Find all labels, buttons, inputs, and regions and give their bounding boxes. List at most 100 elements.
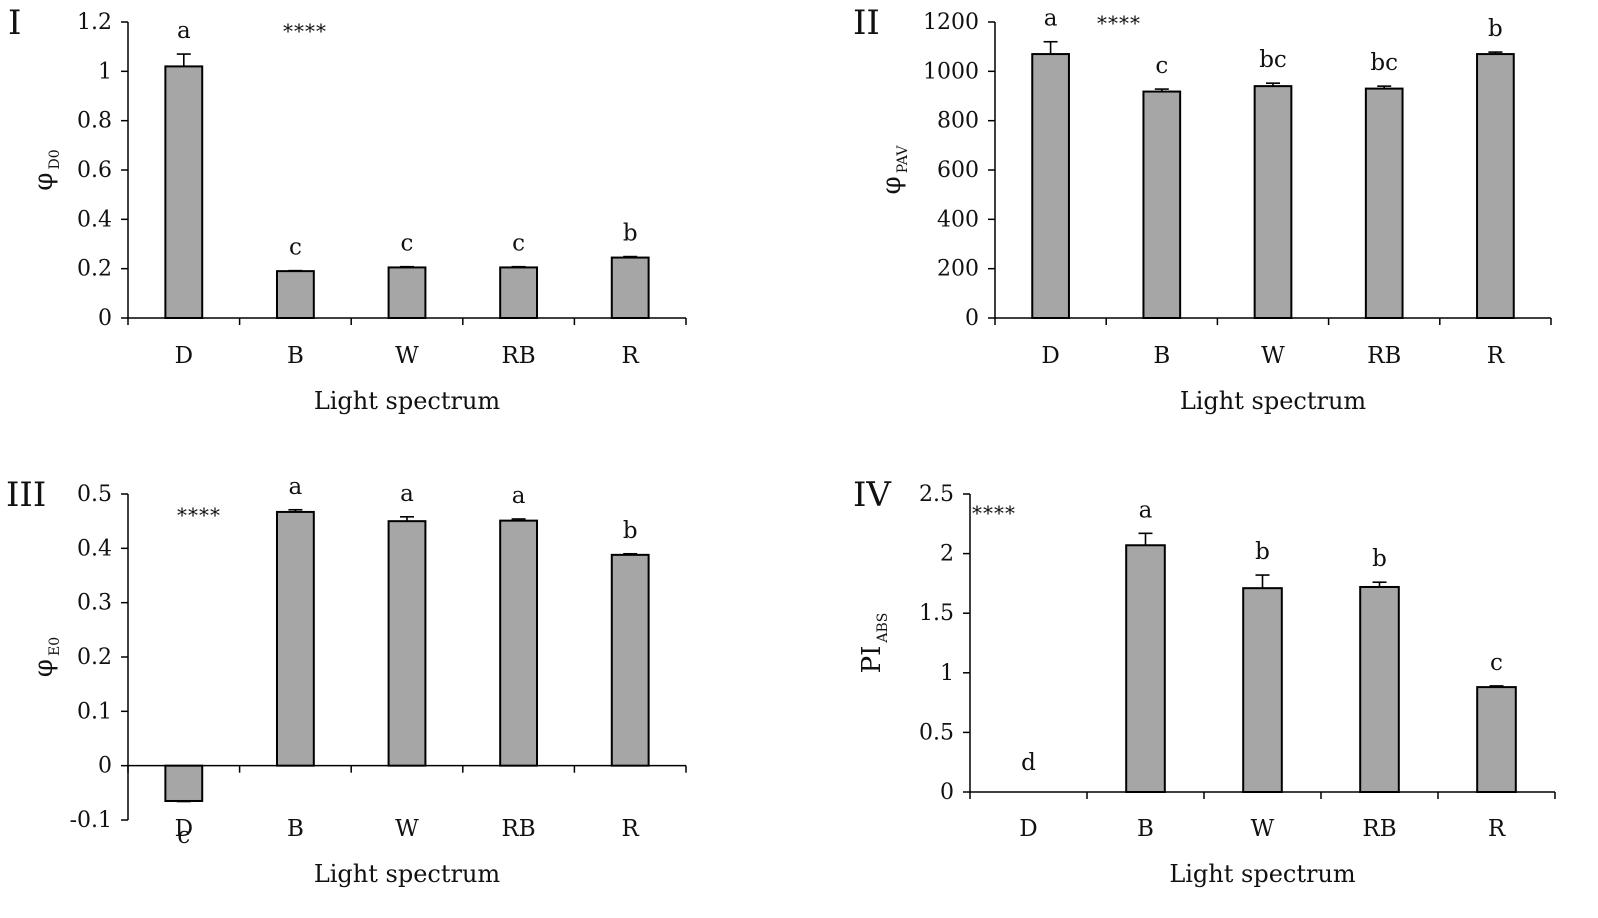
- x-tick-label: RB: [1367, 343, 1401, 369]
- y-tick-label: 1.5: [919, 601, 954, 626]
- y-tick-label: 0: [98, 306, 112, 331]
- y-tick-label: 200: [937, 257, 979, 282]
- y-tick-label: 0: [98, 754, 112, 779]
- bar-RB: [1364, 87, 1404, 319]
- x-tick-label: R: [622, 343, 640, 369]
- panel-label: IV: [853, 475, 892, 515]
- x-tick-label: RB: [501, 343, 535, 369]
- chart-panel-3: III -0.1 0 0.1 0.2 0.3 0.4 0.5 cDa Ba Wa RB b R Light …: [6, 474, 687, 888]
- y-tick-label: 0.4: [77, 536, 112, 561]
- x-tick-label: B: [287, 343, 304, 369]
- sig-letter: a: [1139, 497, 1153, 523]
- panel-label: I: [8, 3, 21, 43]
- sig-letter: a: [177, 18, 191, 44]
- panel-label: III: [6, 475, 46, 515]
- x-tick-label: W: [395, 816, 419, 842]
- sig-letter: b: [1372, 546, 1387, 572]
- bar-B: [275, 270, 315, 319]
- x-tick-label: D: [175, 343, 193, 369]
- y-tick-label: 1: [98, 59, 112, 84]
- sig-letter: bc: [1370, 50, 1398, 76]
- y-tick-label: -0.1: [70, 808, 112, 833]
- bar-RB: [1359, 585, 1400, 794]
- sig-letter: c: [1155, 53, 1168, 79]
- sig-letter: c: [289, 235, 302, 261]
- x-axis-title: Light spectrum: [1180, 387, 1367, 415]
- x-tick-label: B: [287, 816, 304, 842]
- sig-letter: d: [1021, 750, 1036, 776]
- bar-B: [1125, 544, 1166, 793]
- chart-panel-2: II 0 200 400 600 800 1000 1200 a Dc Bbc Wbc RB b R Ligh…: [853, 3, 1552, 415]
- x-tick-label: R: [622, 816, 640, 842]
- x-axis-title: Light spectrum: [314, 860, 501, 888]
- bar-RB: [499, 266, 539, 319]
- y-axis-title: φ D0: [29, 149, 63, 190]
- y-tick-label: 1.2: [77, 10, 112, 35]
- y-axis-title-sub: E0: [47, 637, 63, 656]
- y-tick-label: 2: [940, 542, 954, 567]
- bar-W: [1253, 85, 1293, 319]
- y-tick-label: 0.4: [77, 207, 112, 232]
- bar-W: [387, 520, 427, 767]
- bar-D: [164, 764, 204, 802]
- bar-B: [1142, 90, 1182, 319]
- x-tick-label: W: [395, 343, 419, 369]
- y-axis-title-sub: ABS: [875, 613, 891, 644]
- x-tick-label: D: [1041, 343, 1059, 369]
- x-tick-label: D: [1019, 816, 1037, 842]
- sig-letter: c: [177, 823, 190, 849]
- y-tick-label: 0: [965, 306, 979, 331]
- y-tick-label: 800: [937, 109, 979, 134]
- sig-letter: a: [400, 481, 414, 507]
- y-tick-label: 600: [937, 158, 979, 183]
- y-tick-label: 0.2: [77, 645, 112, 670]
- y-axis-title-main: PI: [857, 646, 887, 674]
- x-tick-label: RB: [1362, 816, 1396, 842]
- x-tick-label: R: [1488, 816, 1506, 842]
- x-tick-label: R: [1487, 343, 1505, 369]
- y-axis-title-sub: PAV: [895, 145, 911, 174]
- y-tick-label: 0: [940, 780, 954, 805]
- y-tick-label: 1000: [923, 59, 979, 84]
- bar-D: [164, 65, 204, 320]
- sig-letter: a: [289, 474, 303, 500]
- y-tick-label: 2.5: [919, 482, 954, 507]
- sig-letter: b: [1255, 539, 1270, 565]
- y-axis-title: PI ABS: [857, 613, 891, 674]
- significance-stars: ****: [283, 19, 327, 43]
- panel-label: II: [853, 3, 880, 43]
- y-tick-label: 0.2: [77, 257, 112, 282]
- x-tick-label: B: [1137, 816, 1154, 842]
- bar-W: [1242, 587, 1283, 794]
- x-axis-title: Light spectrum: [314, 387, 501, 415]
- chart-panel-4: IV 0 0.5 1 1.5 2 2.5 d Da Bb Wb RB c R Light spectrum *…: [853, 475, 1556, 888]
- sig-letter: c: [1490, 650, 1503, 676]
- x-tick-label: W: [1261, 343, 1285, 369]
- bar-R: [610, 553, 650, 767]
- x-axis-title: Light spectrum: [1169, 860, 1356, 888]
- bar-R: [610, 256, 650, 320]
- bar-W: [387, 266, 427, 319]
- y-axis-title-main: φ: [29, 659, 59, 677]
- y-axis-title-sub: D0: [47, 149, 63, 169]
- significance-stars: ****: [177, 503, 221, 527]
- bar-R: [1476, 686, 1517, 793]
- y-axis-title-main: φ: [29, 172, 59, 190]
- y-tick-label: 0.3: [77, 591, 112, 616]
- bar-B: [275, 510, 315, 767]
- y-tick-label: 0.8: [77, 109, 112, 134]
- y-tick-label: 0.5: [919, 720, 954, 745]
- y-tick-label: 1: [940, 661, 954, 686]
- sig-letter: a: [1044, 6, 1058, 32]
- bar-R: [1476, 53, 1515, 319]
- chart-panel-1: I 0 0.2 0.4 0.6 0.8 1 1.2 a Dc Bc Wc RB b R Light spect…: [8, 3, 687, 415]
- x-tick-label: RB: [501, 816, 535, 842]
- x-tick-label: D: [175, 816, 193, 842]
- sig-letter: c: [512, 231, 525, 257]
- x-tick-label: B: [1153, 343, 1170, 369]
- bar-RB: [499, 519, 539, 767]
- sig-letter: a: [512, 483, 526, 509]
- significance-stars: ****: [972, 501, 1016, 525]
- y-tick-label: 1200: [923, 10, 979, 35]
